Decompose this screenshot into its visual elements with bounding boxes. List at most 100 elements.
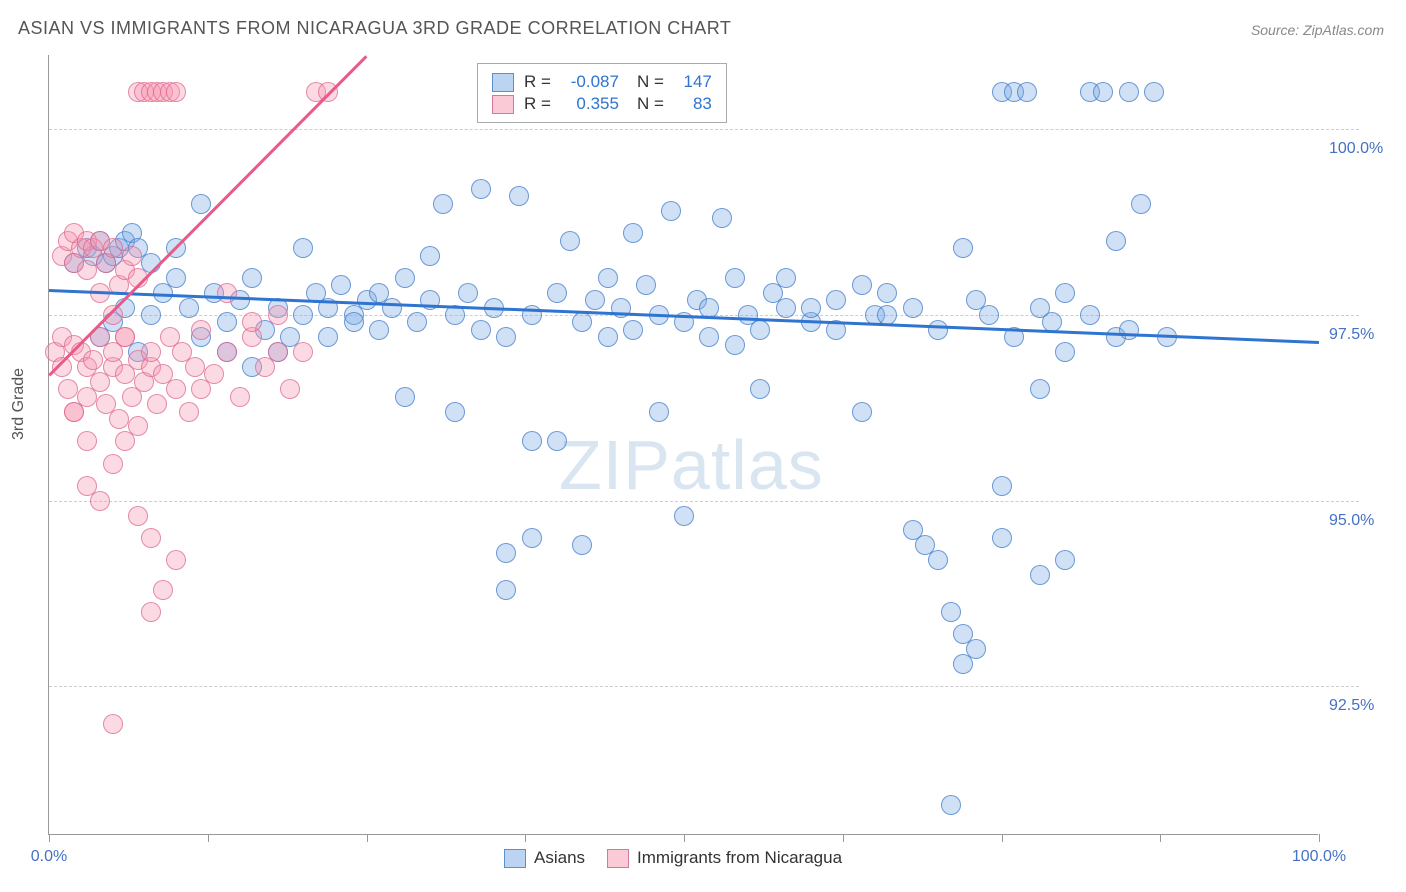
data-point (1055, 283, 1075, 303)
data-point (293, 342, 313, 362)
data-point (122, 246, 142, 266)
data-point (166, 550, 186, 570)
data-point (699, 298, 719, 318)
legend-label: Asians (534, 848, 585, 868)
data-point (1131, 194, 1151, 214)
y-tick-label: 92.5% (1329, 697, 1374, 715)
data-point (826, 290, 846, 310)
data-point (103, 714, 123, 734)
data-point (1119, 82, 1139, 102)
data-point (166, 268, 186, 288)
data-point (1017, 82, 1037, 102)
data-point (115, 431, 135, 451)
data-point (280, 379, 300, 399)
data-point (242, 268, 262, 288)
x-tick (1160, 834, 1161, 842)
data-point (877, 283, 897, 303)
data-point (547, 431, 567, 451)
data-point (992, 476, 1012, 496)
data-point (572, 535, 592, 555)
legend-swatch (607, 849, 629, 868)
data-point (598, 268, 618, 288)
data-point (1055, 550, 1075, 570)
chart-title: ASIAN VS IMMIGRANTS FROM NICARAGUA 3RD G… (18, 18, 731, 39)
x-tick-label: 0.0% (31, 848, 67, 866)
data-point (1055, 342, 1075, 362)
data-point (64, 402, 84, 422)
data-point (191, 194, 211, 214)
data-point (560, 231, 580, 251)
data-point (420, 246, 440, 266)
data-point (572, 312, 592, 332)
data-point (293, 238, 313, 258)
data-point (750, 320, 770, 340)
gridline (49, 686, 1359, 687)
data-point (598, 327, 618, 347)
data-point (471, 179, 491, 199)
data-point (166, 82, 186, 102)
x-tick (525, 834, 526, 842)
series-legend: Asians Immigrants from Nicaragua (504, 848, 842, 868)
data-point (268, 305, 288, 325)
scatter-chart: 92.5%95.0%97.5%100.0%0.0%100.0%ZIPatlasR… (48, 55, 1318, 835)
data-point (395, 387, 415, 407)
data-point (776, 268, 796, 288)
x-tick-label: 100.0% (1292, 848, 1346, 866)
data-point (128, 506, 148, 526)
x-tick (843, 834, 844, 842)
data-point (725, 268, 745, 288)
data-point (1080, 305, 1100, 325)
data-point (318, 327, 338, 347)
y-axis-label: 3rd Grade (10, 368, 28, 440)
data-point (58, 379, 78, 399)
data-point (674, 506, 694, 526)
data-point (103, 454, 123, 474)
data-point (77, 431, 97, 451)
data-point (585, 290, 605, 310)
data-point (852, 402, 872, 422)
data-point (141, 342, 161, 362)
data-point (217, 312, 237, 332)
data-point (699, 327, 719, 347)
data-point (77, 260, 97, 280)
data-point (344, 312, 364, 332)
x-tick (208, 834, 209, 842)
data-point (877, 305, 897, 325)
gridline (49, 501, 1359, 502)
data-point (496, 543, 516, 563)
gridline (49, 129, 1359, 130)
y-tick-label: 97.5% (1329, 326, 1374, 344)
data-point (445, 402, 465, 422)
legend-label: Immigrants from Nicaragua (637, 848, 842, 868)
data-point (661, 201, 681, 221)
data-point (750, 379, 770, 399)
x-tick (1002, 834, 1003, 842)
watermark: ZIPatlas (559, 425, 824, 505)
data-point (141, 602, 161, 622)
data-point (547, 283, 567, 303)
data-point (109, 409, 129, 429)
data-point (369, 320, 389, 340)
data-point (83, 350, 103, 370)
correlation-legend: R =-0.087 N =147R =0.355 N =83 (477, 63, 727, 123)
data-point (852, 275, 872, 295)
source-attribution: Source: ZipAtlas.com (1251, 22, 1384, 38)
x-tick (1319, 834, 1320, 842)
data-point (407, 312, 427, 332)
data-point (1119, 320, 1139, 340)
data-point (953, 238, 973, 258)
data-point (147, 394, 167, 414)
data-point (90, 491, 110, 511)
data-point (636, 275, 656, 295)
data-point (649, 402, 669, 422)
data-point (103, 238, 123, 258)
data-point (496, 580, 516, 600)
data-point (1030, 379, 1050, 399)
data-point (1106, 231, 1126, 251)
data-point (509, 186, 529, 206)
data-point (992, 528, 1012, 548)
data-point (458, 283, 478, 303)
data-point (230, 387, 250, 407)
data-point (166, 379, 186, 399)
data-point (179, 402, 199, 422)
